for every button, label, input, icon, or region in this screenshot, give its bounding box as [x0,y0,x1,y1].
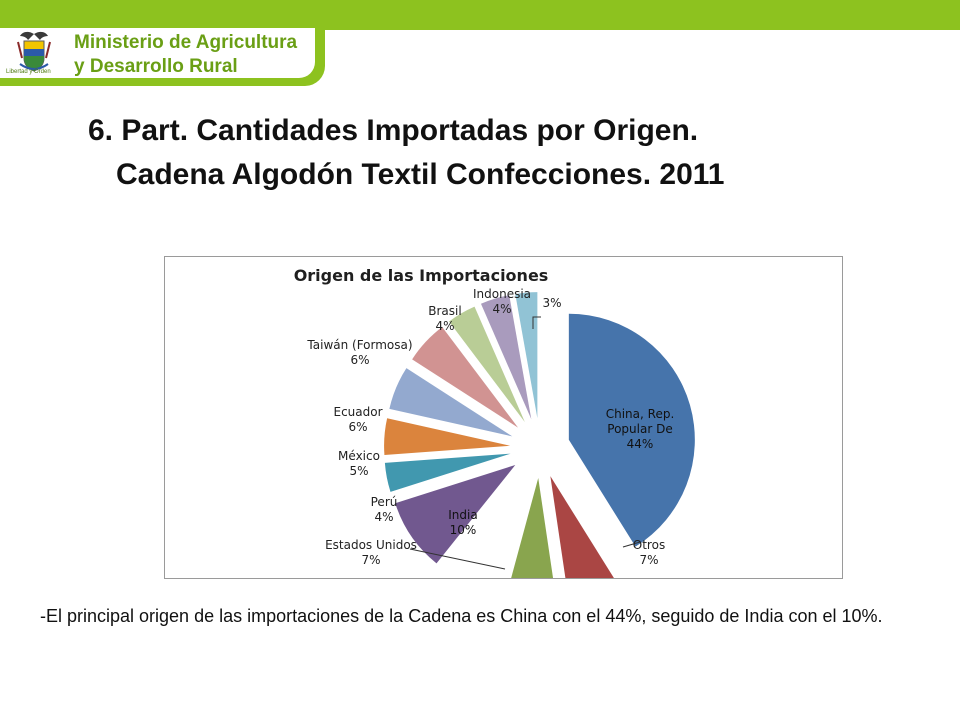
slice-label: China, Rep. Popular De 44% [606,407,675,451]
slice-label: Indonesia 4% [473,287,531,316]
slice-label: Otros 7% [633,538,665,567]
slice-label: 3% [542,296,561,310]
pie-leader-lines [409,316,641,570]
slice-label: India 10% [448,508,477,537]
slice-label: Brasil 4% [428,304,461,333]
pie-labels: China, Rep. Popular De 44% Otros 7% Estados U… [306,287,674,567]
slice-label: Taiwán (Formosa) 6% [306,338,412,367]
chart-frame: Origen de las Importaciones China, Rep. P… [164,256,843,579]
header-logo-panel [0,28,315,78]
pie-slice [389,368,513,437]
summary-note: -El principal origen de las importacione… [40,606,883,626]
slice-label: Ecuador 6% [333,405,382,434]
pie-chart: Origen de las Importaciones China, Rep. P… [294,266,695,578]
slice-label: Estados Unidos 7% [325,538,417,567]
pie-slice [515,292,538,419]
pie-slice [395,464,516,564]
pie-slice [511,477,554,578]
pie-slices [384,292,695,578]
chart-title: Origen de las Importaciones [294,266,549,285]
slice-label: Perú 4% [371,495,398,524]
slide-title-line2: Cadena Algodón Textil Confecciones. 2011 [116,158,725,191]
coat-of-arms-icon [17,31,51,72]
pie-slice [550,476,614,578]
crest-caption: Libertad y Orden [6,69,51,75]
leader-line [532,316,541,329]
slide-title-line1: 6. Part. Cantidades Importadas por Orige… [88,114,699,147]
ministry-name-line2: y Desarrollo Rural [74,56,238,77]
ministry-name-line1: Ministerio de Agricultura [74,32,298,53]
pie-slice [446,474,527,578]
slice-label: México 5% [338,449,380,478]
pie-slice [384,453,511,492]
leader-line [409,548,506,570]
pie-slice [412,326,519,428]
pie-slice [480,295,532,420]
leader-line [622,541,641,548]
pie-slice [568,313,695,547]
ministry-name: Ministerio de Agricultura y Desarrollo R… [74,31,297,79]
pie-slice [449,306,525,423]
pie-slice [384,418,511,456]
header-logo-tab [0,0,325,86]
